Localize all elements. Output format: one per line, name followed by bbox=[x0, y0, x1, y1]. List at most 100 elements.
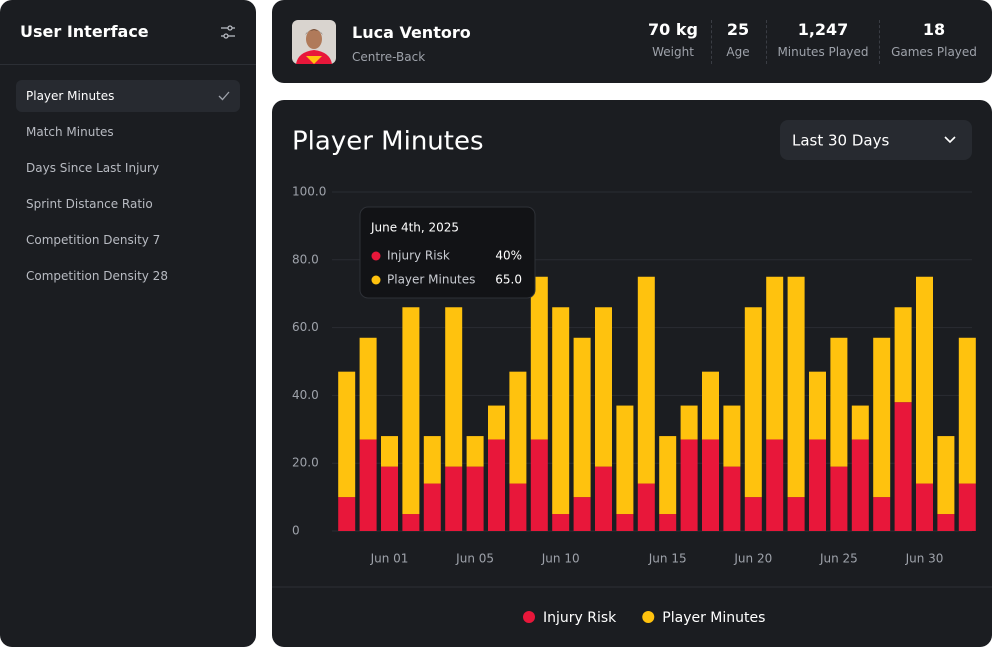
sidebar-title: User Interface bbox=[20, 22, 149, 41]
y-tick-label: 20.0 bbox=[292, 456, 319, 470]
bar-segment bbox=[402, 514, 420, 531]
dropdown-box[interactable] bbox=[780, 120, 972, 160]
dropdown[interactable]: Last 30 Days bbox=[780, 120, 972, 160]
bar-segment bbox=[873, 337, 891, 498]
dropdown-caret[interactable] bbox=[944, 136, 956, 144]
bar-segment bbox=[873, 497, 891, 531]
bar-segment bbox=[830, 466, 848, 531]
player-photo bbox=[292, 20, 336, 64]
bar-segment bbox=[466, 436, 484, 467]
menu-item[interactable]: Days Since Last Injury bbox=[26, 161, 160, 175]
bar-segment bbox=[958, 337, 976, 484]
bar-segment bbox=[423, 436, 441, 484]
tooltip-row-value: 40% bbox=[495, 249, 522, 263]
bar-segment bbox=[637, 276, 655, 484]
menu-item[interactable]: Sprint Distance Ratio bbox=[26, 197, 153, 211]
bar-segment bbox=[830, 337, 848, 467]
bar-segment bbox=[680, 439, 698, 531]
bar-segment bbox=[488, 405, 505, 440]
stat: 18 Games Played bbox=[884, 20, 984, 59]
tooltip-swatch bbox=[371, 275, 381, 285]
chart-title: Player Minutes bbox=[292, 127, 484, 157]
tooltip-box bbox=[359, 206, 536, 299]
chart-card: Player Minutes Last 30 Days 0 20.0 40.0 60.… bbox=[272, 100, 992, 647]
x-tick-label: Jun 20 bbox=[733, 552, 772, 566]
bar-segment bbox=[338, 371, 356, 498]
bar-segment bbox=[423, 483, 441, 531]
bar-segment bbox=[766, 276, 784, 440]
bar-segment bbox=[894, 307, 912, 403]
player-name: Luca Ventoro bbox=[352, 23, 471, 42]
stat-value: 18 bbox=[922, 20, 946, 39]
bar-segment bbox=[937, 436, 955, 515]
filter-icon[interactable] bbox=[220, 24, 236, 40]
stat: 25 Age bbox=[688, 20, 788, 59]
menu-item[interactable]: Competition Density 28 bbox=[26, 269, 168, 283]
tooltip: June 4th, 2025 Injury Risk 40% Player Minut… bbox=[359, 206, 536, 299]
bar-segment bbox=[466, 466, 484, 531]
bar-segment bbox=[552, 514, 570, 531]
bar-segment bbox=[530, 439, 548, 531]
tooltip-swatch bbox=[371, 251, 381, 261]
bar-segment bbox=[702, 371, 719, 440]
bar-segment bbox=[552, 307, 570, 515]
bar-segment bbox=[402, 307, 420, 515]
x-tick-label: Jun 10 bbox=[541, 552, 580, 566]
bar-segment bbox=[787, 276, 805, 498]
bar-segment bbox=[958, 483, 976, 531]
bar-segment bbox=[359, 337, 377, 440]
bar-segment bbox=[744, 497, 762, 531]
bar-segment bbox=[787, 497, 805, 531]
y-tick-label: 80.0 bbox=[292, 252, 319, 266]
tooltip-row-value: 65.0 bbox=[495, 273, 522, 287]
y-tick-label: 40.0 bbox=[292, 388, 319, 402]
bar-segment bbox=[937, 514, 955, 531]
bar-segment bbox=[723, 405, 741, 467]
stat-label: Age bbox=[726, 45, 750, 59]
stat-separator bbox=[879, 20, 880, 64]
tooltip-row-label: Player Minutes bbox=[387, 273, 475, 287]
bar-segment bbox=[916, 483, 933, 531]
bar-segment bbox=[573, 337, 591, 498]
player-card: Luca Ventoro Centre-Back 70 kg Weight 25 Ag… bbox=[272, 0, 992, 83]
bar-segment bbox=[359, 439, 377, 531]
legend-swatch bbox=[523, 611, 535, 623]
legend-label: Injury Risk bbox=[543, 610, 617, 626]
bar-segment bbox=[616, 514, 634, 531]
bar-segment bbox=[659, 514, 677, 531]
legend-swatch bbox=[642, 611, 655, 623]
bar-segment bbox=[509, 483, 527, 531]
bar-segment bbox=[381, 436, 398, 467]
chart: Player Minutes Last 30 Days 0 20.0 40.0 60.… bbox=[272, 120, 992, 626]
bar-segment bbox=[894, 402, 912, 531]
bar-segment bbox=[445, 307, 463, 467]
dropdown-label[interactable]: Last 30 Days bbox=[792, 132, 889, 150]
stat: 70 kg Weight bbox=[623, 20, 723, 59]
bar-segment bbox=[809, 371, 826, 440]
stat-separator bbox=[711, 20, 712, 64]
menu-item[interactable]: Player Minutes bbox=[16, 80, 240, 112]
bar-segment bbox=[488, 439, 505, 531]
y-tick-label: 0 bbox=[292, 524, 300, 538]
stat-label: Games Played bbox=[891, 45, 977, 59]
menu-item[interactable]: Match Minutes bbox=[26, 125, 114, 139]
stat-label: Weight bbox=[652, 45, 694, 59]
bar-segment bbox=[680, 405, 698, 440]
bar-segment bbox=[766, 439, 784, 531]
x-tick-label: Jun 01 bbox=[370, 552, 409, 566]
x-tick-label: Jun 15 bbox=[648, 552, 687, 566]
bar-segment bbox=[573, 497, 591, 531]
tooltip-title: June 4th, 2025 bbox=[370, 221, 459, 235]
bar-segment bbox=[509, 371, 527, 484]
bar-segment bbox=[851, 439, 869, 531]
bar-segment bbox=[702, 439, 719, 531]
bar-segment bbox=[637, 483, 655, 531]
menu-item[interactable]: Competition Density 7 bbox=[26, 233, 161, 247]
bar-segment bbox=[659, 436, 677, 515]
stat-separator bbox=[766, 20, 767, 64]
bar-segment bbox=[445, 466, 463, 531]
stat: 1,247 Minutes Played bbox=[773, 20, 873, 59]
x-tick-label: Jun 25 bbox=[819, 552, 858, 566]
stat-value: 1,247 bbox=[797, 20, 849, 39]
